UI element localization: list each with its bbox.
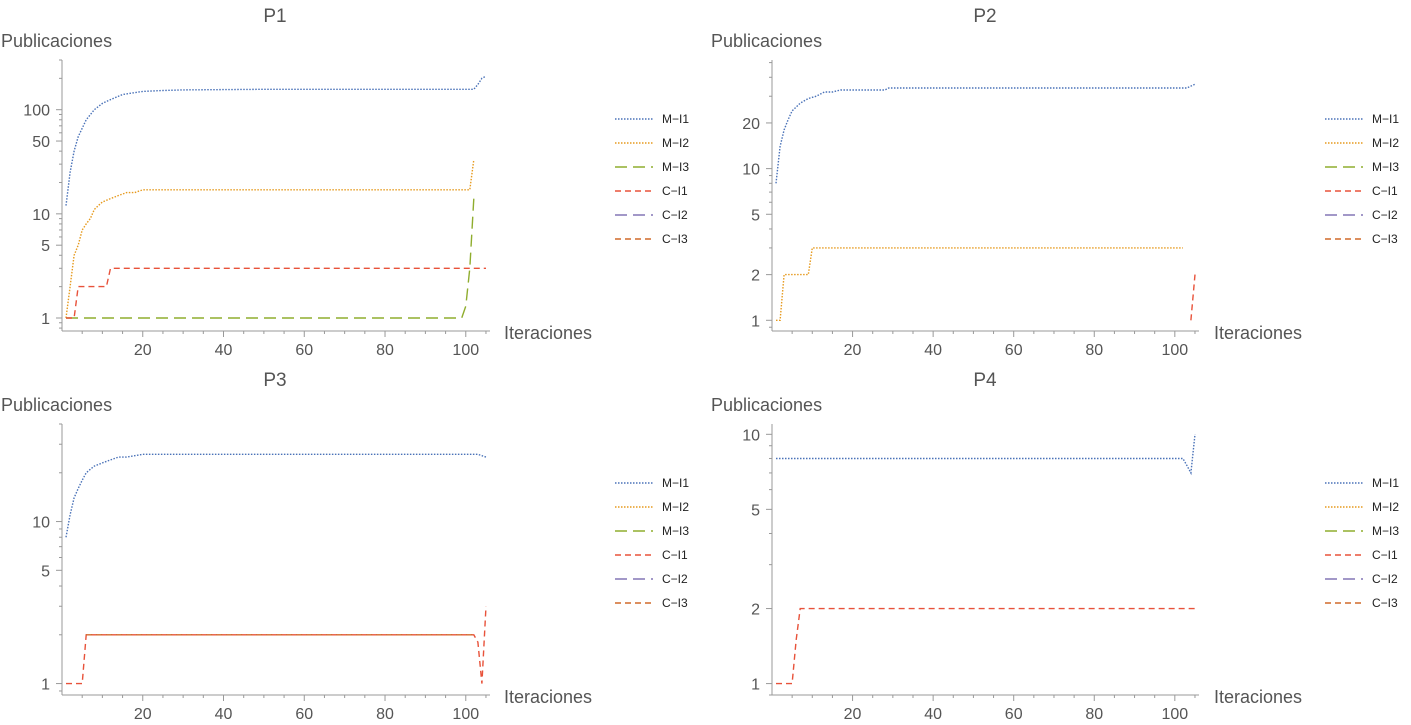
x-tick-label: 40 bbox=[215, 342, 233, 359]
legend-entry: C−I3 bbox=[1372, 232, 1398, 246]
x-tick-label: 40 bbox=[924, 342, 942, 359]
y-tick-label: 50 bbox=[32, 134, 50, 151]
chart-title: P1 bbox=[263, 6, 286, 27]
x-tick-label: 100 bbox=[452, 342, 479, 359]
legend-entry: M−I3 bbox=[1372, 160, 1399, 174]
y-tick-label: 2 bbox=[751, 602, 760, 619]
y-tick-label: 1 bbox=[41, 311, 50, 328]
y-tick-label: 10 bbox=[742, 427, 760, 444]
x-tick-label: 40 bbox=[215, 706, 233, 723]
series-line-1 bbox=[776, 434, 1196, 476]
x-tick-label: 60 bbox=[295, 706, 313, 723]
y-tick-label: 10 bbox=[742, 162, 760, 179]
chart-title: P4 bbox=[973, 370, 997, 391]
x-tick-label: 80 bbox=[1085, 342, 1103, 359]
y-tick-label: 5 bbox=[41, 563, 50, 580]
y-tick-label: 10 bbox=[32, 207, 50, 224]
chart-title: P3 bbox=[263, 370, 286, 391]
y-tick-label: 1 bbox=[41, 677, 50, 694]
y-tick-label: 100 bbox=[23, 103, 50, 120]
x-tick-label: 20 bbox=[134, 342, 152, 359]
x-tick-label: 60 bbox=[295, 342, 313, 359]
series-line-2 bbox=[776, 247, 1183, 321]
series-line-1 bbox=[65, 75, 487, 206]
legend-entry: M−I3 bbox=[1372, 524, 1399, 538]
series-line-4 bbox=[1190, 274, 1196, 321]
legend: M−I1 M−I2 M−I3 C−I1 C−I2 C−I3 bbox=[1325, 112, 1399, 246]
legend: M−I1 M−I2 M−I3 C−I1 C−I2 C−I3 bbox=[1325, 476, 1399, 610]
legend-entry: M−I2 bbox=[1372, 500, 1399, 514]
x-tick-label: 20 bbox=[844, 342, 862, 359]
x-axis-label: Iteraciones bbox=[1214, 687, 1302, 707]
legend-entry: C−I2 bbox=[1372, 572, 1398, 586]
x-tick-label: 40 bbox=[924, 706, 942, 723]
series-line-1 bbox=[65, 453, 487, 538]
x-tick-label: 80 bbox=[1085, 706, 1103, 723]
series-line-4 bbox=[66, 267, 486, 319]
legend-entry: M−I3 bbox=[662, 524, 689, 538]
x-tick-label: 80 bbox=[376, 342, 394, 359]
legend-entry: C−I3 bbox=[662, 596, 688, 610]
legend-entry: C−I2 bbox=[662, 208, 688, 222]
chart-panel-2: P2 Publicaciones Iteraciones 20 40 60 80 100 1 2 5… bbox=[711, 6, 1399, 359]
chart-panel-4: P4 Publicaciones Iteraciones 20 40 60 80 100 1 2 5… bbox=[711, 370, 1399, 723]
y-tick-label: 2 bbox=[751, 268, 760, 285]
legend-entry: M−I1 bbox=[662, 112, 689, 126]
series-line-3 bbox=[66, 198, 475, 319]
legend: M−I1 M−I2 M−I3 C−I1 C−I2 C−I3 bbox=[615, 476, 689, 610]
y-tick-label: 1 bbox=[751, 677, 760, 694]
y-axis-label: Publicaciones bbox=[711, 395, 822, 415]
legend-entry: C−I1 bbox=[662, 184, 688, 198]
x-tick-label: 80 bbox=[376, 706, 394, 723]
y-axis-label: Publicaciones bbox=[1, 31, 112, 51]
y-axis-label: Publicaciones bbox=[1, 395, 112, 415]
x-tick-label: 100 bbox=[1161, 706, 1188, 723]
y-tick-label: 5 bbox=[751, 502, 760, 519]
x-tick-label: 20 bbox=[844, 706, 862, 723]
series-line-4 bbox=[776, 607, 1195, 685]
y-tick-label: 5 bbox=[41, 238, 50, 255]
series-line-1 bbox=[775, 83, 1196, 184]
legend: M−I1 M−I2 M−I3 C−I1 C−I2 C−I3 bbox=[615, 112, 689, 246]
y-tick-label: 10 bbox=[32, 515, 50, 532]
legend-entry: M−I2 bbox=[1372, 136, 1399, 150]
legend-entry: C−I2 bbox=[1372, 208, 1398, 222]
x-tick-label: 60 bbox=[1005, 706, 1023, 723]
x-axis-label: Iteraciones bbox=[1214, 323, 1302, 343]
y-tick-label: 20 bbox=[742, 116, 760, 133]
legend-entry: M−I2 bbox=[662, 136, 689, 150]
x-tick-label: 20 bbox=[134, 706, 152, 723]
legend-entry: C−I1 bbox=[662, 548, 688, 562]
legend-entry: C−I1 bbox=[1372, 184, 1398, 198]
y-tick-label: 5 bbox=[751, 207, 760, 224]
legend-entry: M−I2 bbox=[662, 500, 689, 514]
legend-entry: C−I3 bbox=[1372, 596, 1398, 610]
legend-entry: M−I3 bbox=[662, 160, 689, 174]
chart-panel-1: P1 Publicaciones Iteraciones 20 40 60 80 100 1 5 1… bbox=[1, 6, 689, 359]
y-axis-label: Publicaciones bbox=[711, 31, 822, 51]
legend-entry: M−I1 bbox=[1372, 476, 1399, 490]
x-tick-label: 60 bbox=[1005, 342, 1023, 359]
legend-entry: M−I1 bbox=[662, 476, 689, 490]
series-line-2 bbox=[65, 159, 475, 319]
legend-entry: C−I3 bbox=[662, 232, 688, 246]
x-tick-label: 100 bbox=[1161, 342, 1188, 359]
x-tick-label: 100 bbox=[452, 706, 479, 723]
legend-entry: C−I1 bbox=[1372, 548, 1398, 562]
legend-entry: C−I2 bbox=[662, 572, 688, 586]
chart-panel-3: P3 Publicaciones Iteraciones 20 40 60 80 100 1 5 1… bbox=[1, 370, 689, 723]
chart-title: P2 bbox=[973, 6, 996, 27]
x-axis-label: Iteraciones bbox=[504, 687, 592, 707]
y-tick-label: 1 bbox=[751, 313, 760, 330]
x-axis-label: Iteraciones bbox=[504, 323, 592, 343]
legend-entry: M−I1 bbox=[1372, 112, 1399, 126]
series-line-4 bbox=[66, 606, 487, 685]
